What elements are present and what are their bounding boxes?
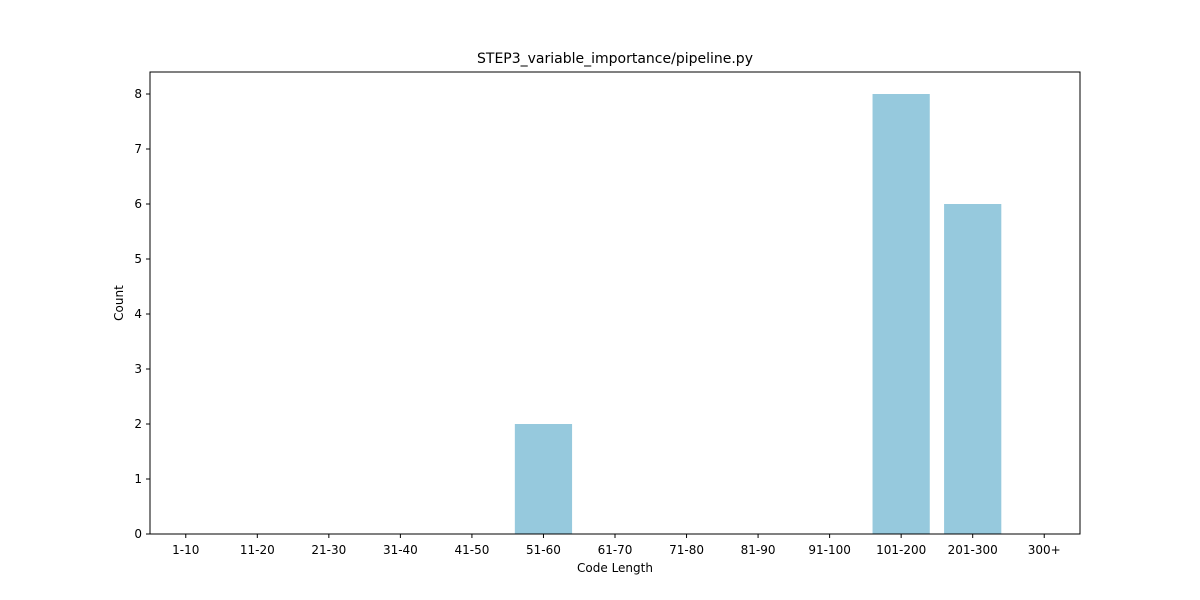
bar-51-60 [514,424,573,534]
x-tick-label: 71-80 [669,543,704,557]
y-tick-label: 0 [134,527,142,541]
x-tick-label: 21-30 [311,543,346,557]
chart-title: STEP3_variable_importance/pipeline.py [477,51,753,67]
plot-frame [149,71,1081,535]
y-tick-label: 7 [134,142,142,156]
x-tick-label: 101-200 [876,543,926,557]
x-axis-label: Code Length [577,561,653,575]
x-tick-label: 51-60 [526,543,561,557]
bars-group [514,94,1002,534]
x-tick-label: 300+ [1028,543,1061,557]
y-tick-label: 6 [134,197,142,211]
y-axis-label: Count [112,285,126,321]
y-tick-label: 3 [134,362,142,376]
x-tick-label: 41-50 [454,543,489,557]
bar-201-300 [944,204,1002,534]
x-tick-label: 31-40 [383,543,418,557]
y-axis: 0 1 2 3 4 5 6 7 8 [134,87,150,541]
x-tick-label: 91-100 [808,543,851,557]
y-tick-label: 1 [134,472,142,486]
x-axis: 1-10 11-20 21-30 31-40 41-50 51-60 61-70 71-80 8… [172,534,1061,557]
x-tick-label: 81-90 [741,543,776,557]
x-tick-label: 201-300 [948,543,998,557]
y-tick-label: 2 [134,417,142,431]
x-tick-label: 61-70 [598,543,633,557]
y-tick-label: 8 [134,87,142,101]
y-tick-label: 5 [134,252,142,266]
bar-101-200 [872,94,930,534]
x-tick-label: 11-20 [240,543,275,557]
y-tick-label: 4 [134,307,142,321]
x-tick-label: 1-10 [172,543,199,557]
